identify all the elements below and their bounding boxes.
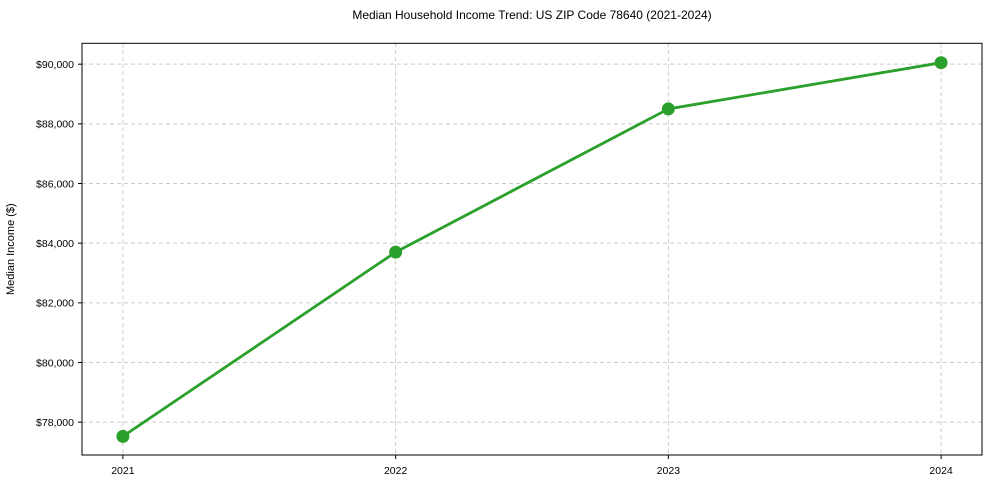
trend-line — [121, 61, 943, 438]
y-tick-label: $82,000 — [36, 298, 74, 310]
plot-border — [81, 42, 983, 456]
x-tick-label: 2022 — [384, 465, 408, 477]
x-tick-label: 2024 — [929, 465, 953, 477]
y-tick-label: $86,000 — [36, 178, 74, 190]
y-tick-label: $88,000 — [36, 119, 74, 131]
y-tick-label: $78,000 — [36, 417, 74, 429]
data-point — [389, 245, 403, 259]
y-axis-label: Median Income ($) — [5, 203, 17, 295]
x-tick-label: 2023 — [657, 465, 681, 477]
x-tick-label: 2021 — [111, 465, 135, 477]
chart-title: Median Household Income Trend: US ZIP Co… — [352, 8, 712, 22]
data-point — [661, 102, 675, 116]
data-point — [934, 56, 948, 70]
data-point — [116, 429, 130, 443]
y-tick-label: $90,000 — [36, 59, 74, 71]
y-tick-label: $84,000 — [36, 238, 74, 250]
y-tick-label: $80,000 — [36, 357, 74, 369]
